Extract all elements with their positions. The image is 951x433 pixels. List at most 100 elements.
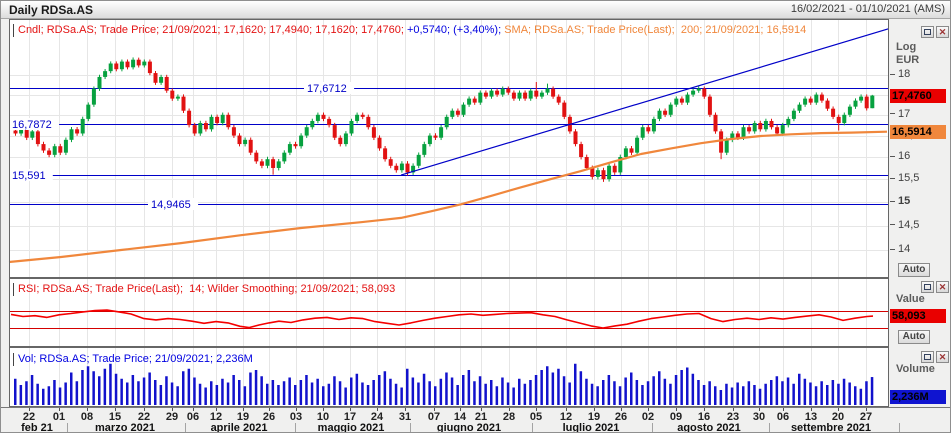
month-separator: | xyxy=(66,422,69,433)
legend-candle-series[interactable]: Cndl; RDSa.AS; Trade Price; 21/09/2021; … xyxy=(18,24,407,36)
restore-icon xyxy=(924,29,931,35)
date-tick-label: 01 xyxy=(52,411,66,423)
legend-volume-series[interactable]: Vol; RDSa.AS; Trade Price; 21/09/2021; 2… xyxy=(18,353,253,365)
month-separator: | xyxy=(651,422,654,433)
rsi-chart-canvas[interactable] xyxy=(1,278,889,347)
rsi-line xyxy=(10,309,874,329)
last-price-badge: 17,4760 xyxy=(890,88,946,103)
date-axis[interactable]: 22 01 08 15 22 29 06 12 19 26 03 10 17 24 31 07 14 21 28 05… xyxy=(1,407,950,433)
date-tick-label: 06 xyxy=(776,411,790,423)
axis-scale-label: Log EUR xyxy=(896,41,920,66)
month-label: giugno 2021 xyxy=(436,422,502,433)
date-tick-mark xyxy=(783,408,784,411)
date-tick-label: 12 xyxy=(209,411,223,423)
rsi-panel: RSI; RDSa.AS; Trade Price(Last); 14; Wil… xyxy=(1,278,950,347)
date-tick-mark xyxy=(405,408,406,411)
date-tick-label: 12 xyxy=(559,411,573,423)
date-tick-label: 22 xyxy=(22,411,36,423)
titlebar: Daily RDSa.AS 16/02/2021 - 01/10/2021 (A… xyxy=(1,1,950,19)
plot-border xyxy=(9,19,889,278)
volume-legend: Vol; RDSa.AS; Trade Price; 21/09/2021; 2… xyxy=(13,353,253,366)
date-range-label: 16/02/2021 - 01/10/2021 (AMS) xyxy=(790,3,945,15)
date-tick-label: 14 xyxy=(453,411,467,423)
date-tick-mark xyxy=(536,408,537,411)
date-tick-mark xyxy=(621,408,622,411)
auto-scale-button[interactable]: Auto xyxy=(898,263,930,277)
volume-panel: Vol; RDSa.AS; Trade Price; 21/09/2021; 2… xyxy=(1,347,950,407)
date-tick-mark xyxy=(193,408,194,411)
date-tick-mark xyxy=(648,408,649,411)
date-tick-mark xyxy=(269,408,270,411)
horizontal-price-lines xyxy=(9,88,889,205)
month-separator: | xyxy=(531,422,534,433)
auto-scale-button[interactable]: Auto xyxy=(898,330,930,344)
date-tick-mark xyxy=(594,408,595,411)
date-tick-label: 26 xyxy=(614,411,628,423)
date-tick-label: 23 xyxy=(726,411,740,423)
price-panel: 17,6712 16,7872 15,591 14,9465 Cndl; RDSa.A… xyxy=(1,19,950,278)
date-tick-mark xyxy=(323,408,324,411)
restore-panel-button[interactable] xyxy=(921,26,934,38)
restore-panel-button[interactable] xyxy=(921,351,934,363)
date-tick-label: 29 xyxy=(165,411,179,423)
plot-background xyxy=(9,278,889,347)
date-tick-label: 16 xyxy=(697,411,711,423)
price-line-labels: 17,6712 16,7872 15,591 14,9465 xyxy=(9,82,355,211)
date-tick-mark xyxy=(811,408,812,411)
month-separator: | xyxy=(898,422,901,433)
date-tick-label: 10 xyxy=(316,411,330,423)
date-tick-mark xyxy=(243,408,244,411)
restore-panel-button[interactable] xyxy=(921,281,934,293)
date-tick-mark xyxy=(59,408,60,411)
close-panel-button[interactable]: ✕ xyxy=(936,351,949,363)
close-panel-button[interactable]: ✕ xyxy=(936,26,949,38)
date-tick-mark xyxy=(460,408,461,411)
svg-text:16,7872: 16,7872 xyxy=(12,119,52,131)
price-axis-tick: 14 xyxy=(890,243,910,255)
volume-chart-canvas[interactable] xyxy=(1,347,889,407)
date-tick-mark xyxy=(172,408,173,411)
plot-border xyxy=(9,347,889,407)
svg-text:15,591: 15,591 xyxy=(12,170,46,182)
volume-value-badge: 2,236M xyxy=(890,390,946,404)
price-axis-tick: 14,5 xyxy=(890,219,919,231)
legend-sma-series[interactable]: SMA; RDSa.AS; Trade Price(Last); 200; 21… xyxy=(504,24,807,36)
date-tick-label: 02 xyxy=(641,411,655,423)
date-tick-label: 05 xyxy=(529,411,543,423)
sma-value-badge: 16,5914 xyxy=(890,124,946,139)
axis-value-label: Value xyxy=(896,293,925,305)
close-panel-button[interactable]: ✕ xyxy=(936,281,949,293)
volume-axis: ✕ Volume 2,236M xyxy=(890,347,950,407)
date-tick-mark xyxy=(676,408,677,411)
legend-change: +0,5740; (+3,40%); xyxy=(406,24,505,36)
date-tick-label: 20 xyxy=(831,411,845,423)
plot-background xyxy=(9,19,889,278)
date-tick-mark xyxy=(350,408,351,411)
month-label: aprile 2021 xyxy=(210,422,268,433)
rsi-legend: RSI; RDSa.AS; Trade Price(Last); 14; Wil… xyxy=(13,283,395,296)
date-tick-mark xyxy=(115,408,116,411)
month-label: feb 21 xyxy=(21,422,53,433)
date-tick-label: 21 xyxy=(474,411,488,423)
month-label: marzo 2021 xyxy=(95,422,155,433)
date-tick-label: 15 xyxy=(108,411,122,423)
price-legend: Cndl; RDSa.AS; Trade Price; 21/09/2021; … xyxy=(13,24,806,37)
plot-border xyxy=(9,278,889,347)
candlesticks xyxy=(13,57,875,182)
date-tick-mark xyxy=(144,408,145,411)
legend-rsi-series[interactable]: RSI; RDSa.AS; Trade Price(Last); 14; Wil… xyxy=(18,283,396,295)
month-separator: | xyxy=(768,422,771,433)
date-tick-label: 27 xyxy=(859,411,873,423)
date-tick-label: 30 xyxy=(752,411,766,423)
date-tick-label: 09 xyxy=(669,411,683,423)
date-tick-mark xyxy=(216,408,217,411)
price-chart-canvas[interactable]: 17,6712 16,7872 15,591 14,9465 xyxy=(1,19,889,278)
month-label: agosto 2021 xyxy=(677,422,741,433)
date-tick-label: 19 xyxy=(236,411,250,423)
date-tick-label: 31 xyxy=(398,411,412,423)
date-tick-mark xyxy=(838,408,839,411)
price-axis-tick: 16 xyxy=(890,150,910,162)
restore-icon xyxy=(924,354,931,360)
